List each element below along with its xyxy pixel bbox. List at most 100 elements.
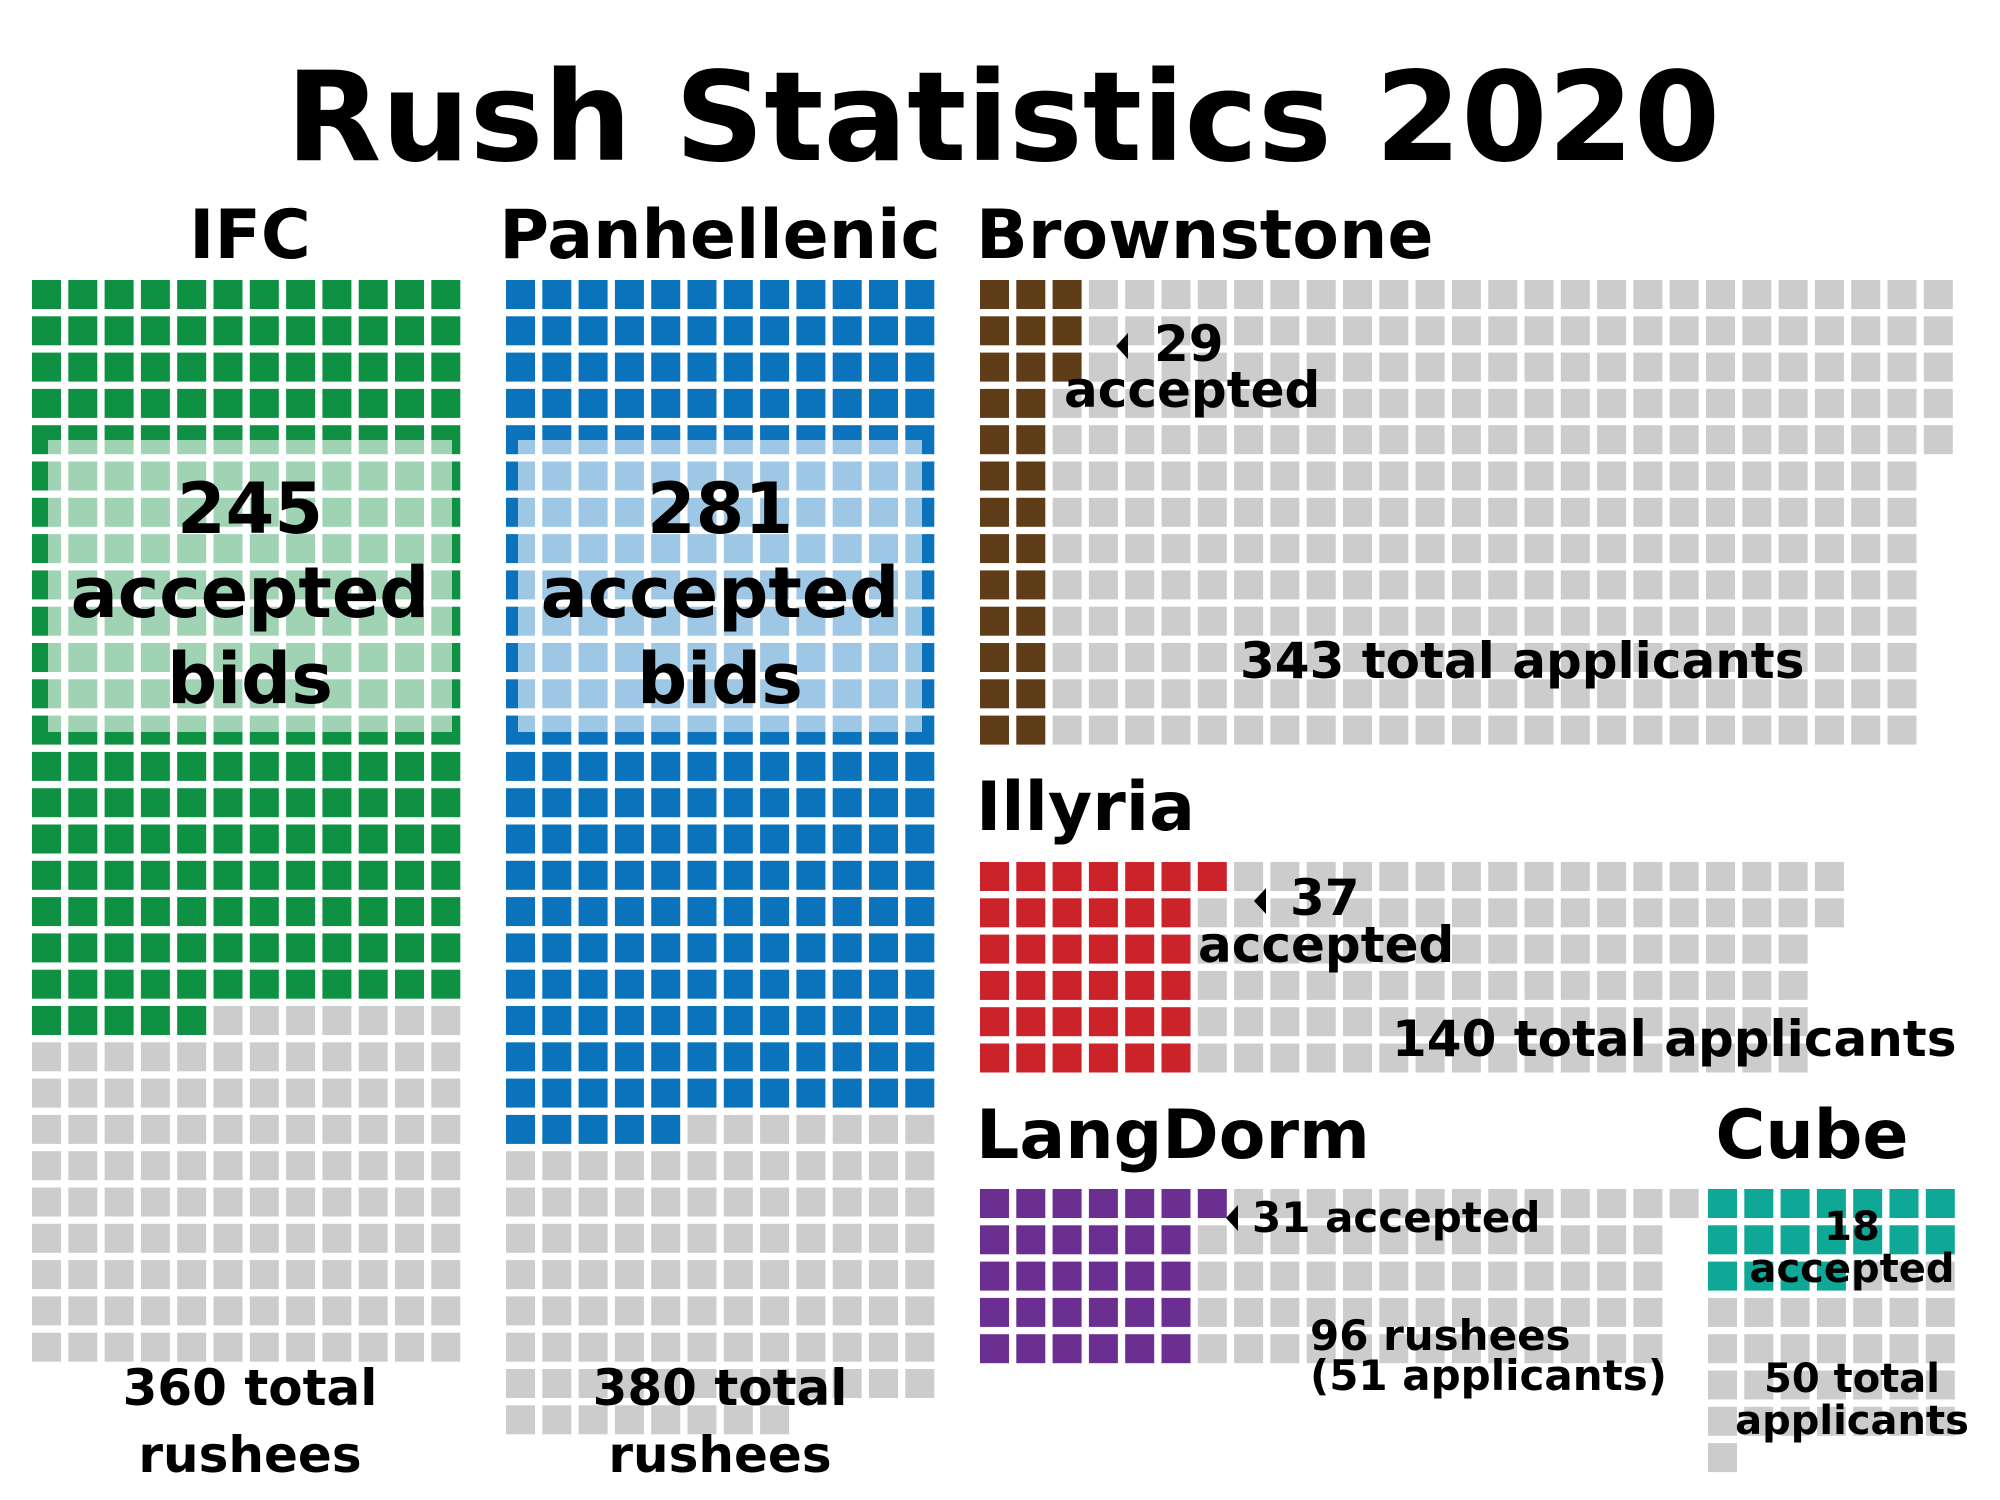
- brownstone-other-square: [1887, 280, 1917, 309]
- cube-accepted-square: [1744, 1225, 1774, 1255]
- ifc-accepted-square: [32, 933, 61, 963]
- illyria-other-square: [1814, 898, 1844, 928]
- brownstone-other-square: [1234, 497, 1264, 527]
- illyria-accepted-square: [980, 1043, 1009, 1073]
- brownstone-other-square: [1306, 715, 1336, 745]
- brownstone-other-square: [1851, 679, 1881, 709]
- ifc-other-square: [249, 1078, 279, 1108]
- ifc-other-square: [395, 1114, 424, 1144]
- panhellenic-other-square: [869, 1260, 898, 1290]
- brownstone-other-square: [1270, 715, 1300, 745]
- ifc-other-square: [32, 1296, 61, 1326]
- brownstone-other-square: [1270, 497, 1300, 527]
- brownstone-other-square: [1270, 388, 1300, 418]
- brownstone-other-square: [1814, 534, 1844, 564]
- ifc-accepted-square: [395, 352, 424, 382]
- ifc-accepted-square: [286, 969, 316, 999]
- brownstone-other-square: [1379, 352, 1409, 382]
- ifc-other-square: [140, 1114, 170, 1144]
- langdorm-other-square: [1234, 1261, 1264, 1291]
- brownstone-other-square: [1197, 570, 1227, 600]
- panhellenic-accepted-square: [542, 280, 572, 309]
- illyria-other-square: [1669, 1043, 1699, 1073]
- langdorm-other-square: [1524, 1334, 1554, 1364]
- panhellenic-other-square: [869, 1296, 898, 1326]
- illyria-other-square: [1633, 898, 1663, 928]
- brownstone-other-square: [1633, 280, 1663, 309]
- brownstone-other-square: [1343, 570, 1372, 600]
- illyria-other-square: [1778, 1043, 1808, 1073]
- illyria-other-square: [1343, 934, 1372, 964]
- cube-accepted-square: [1853, 1225, 1883, 1255]
- langdorm-other-square: [1197, 1261, 1227, 1291]
- langdorm-other-square: [1270, 1261, 1300, 1291]
- illyria-other-square: [1415, 970, 1445, 1000]
- panhellenic-other-square: [796, 1369, 826, 1398]
- cube-accepted-square: [1708, 1261, 1737, 1291]
- illyria-accepted-square: [980, 862, 1009, 891]
- brownstone-other-square: [1125, 606, 1155, 636]
- brownstone-other-square: [1778, 534, 1808, 564]
- panhellenic-accepted-square: [614, 860, 644, 890]
- brownstone-other-square: [1052, 534, 1082, 564]
- cube-accepted-square: [1816, 1225, 1846, 1255]
- panhellenic-other-square: [614, 1151, 644, 1181]
- ifc-accepted-square: [249, 280, 279, 309]
- langdorm-accepted-square: [1016, 1189, 1046, 1218]
- ifc-accepted-square: [249, 824, 279, 854]
- brownstone-other-square: [1597, 280, 1627, 309]
- ifc-other-square: [104, 1223, 134, 1253]
- ifc-accepted-square: [286, 788, 316, 818]
- langdorm-other-square: [1234, 1334, 1264, 1364]
- illyria-other-square: [1524, 862, 1554, 891]
- brownstone-other-square: [1052, 570, 1082, 600]
- illyria-accepted-square: [1197, 862, 1227, 891]
- panhellenic-other-square: [760, 1114, 790, 1144]
- brownstone-other-square: [1379, 570, 1409, 600]
- illyria-other-square: [1343, 1043, 1372, 1073]
- cube-other-square: [1925, 1261, 1955, 1291]
- panhellenic-other-square: [796, 1332, 826, 1362]
- brownstone-other-square: [1161, 715, 1191, 745]
- langdorm-other-square: [1597, 1225, 1627, 1255]
- panhellenic-accepted-square: [651, 280, 681, 309]
- brownstone-other-square: [1923, 316, 1953, 346]
- ifc-other-square: [213, 1114, 243, 1144]
- brownstone-other-square: [1778, 606, 1808, 636]
- brownstone-other-square: [1633, 461, 1663, 491]
- panhellenic-accepted-square: [796, 969, 826, 999]
- langdorm-other-square: [1633, 1189, 1663, 1218]
- brownstone-other-square: [1923, 425, 1953, 455]
- ifc-accepted-square: [322, 751, 352, 781]
- panhellenic-accepted-square: [723, 788, 753, 818]
- brownstone-accepted-square: [980, 461, 1009, 491]
- illyria-other-square: [1270, 934, 1300, 964]
- illyria-other-square: [1415, 1043, 1445, 1073]
- illyria-other-square: [1197, 1007, 1227, 1037]
- ifc-accepted-square: [32, 388, 61, 418]
- brownstone-other-square: [1088, 570, 1118, 600]
- brownstone-other-square: [1088, 352, 1118, 382]
- brownstone-other-square: [1415, 316, 1445, 346]
- langdorm-other-square: [1451, 1297, 1481, 1327]
- ifc-accepted-square: [32, 860, 61, 890]
- panhellenic-other-square: [614, 1332, 644, 1362]
- illyria-accepted-square: [1125, 898, 1155, 928]
- ifc-accepted-square: [322, 352, 352, 382]
- brownstone-other-square: [1197, 280, 1227, 309]
- brownstone-other-square: [1451, 497, 1481, 527]
- brownstone-other-square: [1669, 497, 1699, 527]
- cube-accepted-count: 18: [1824, 1204, 1880, 1250]
- brownstone-other-square: [1851, 570, 1881, 600]
- illyria-other-square: [1597, 934, 1627, 964]
- panhellenic-accepted-square: [506, 1042, 535, 1072]
- ifc-accepted-count: 245: [177, 468, 323, 550]
- brownstone-other-square: [1161, 280, 1191, 309]
- panhellenic-other-square: [869, 1332, 898, 1362]
- panhellenic-accepted-square: [905, 316, 935, 346]
- illyria-accepted-square: [1161, 1007, 1191, 1037]
- ifc-accepted-square: [431, 933, 461, 963]
- brownstone-other-square: [1343, 497, 1372, 527]
- ifc-other-square: [140, 1187, 170, 1217]
